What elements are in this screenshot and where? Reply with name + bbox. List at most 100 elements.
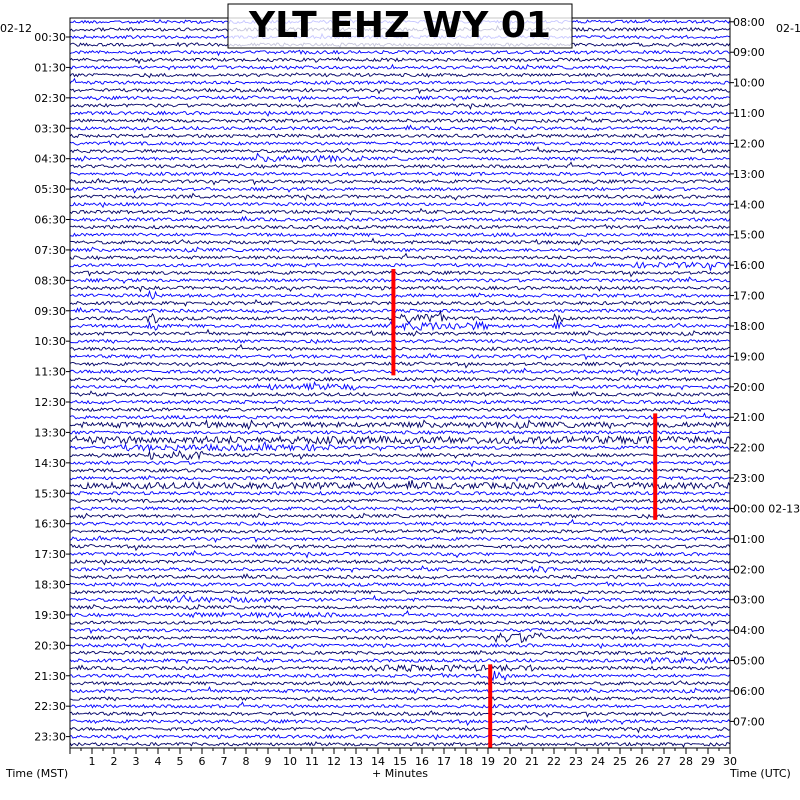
trace-row — [69, 376, 731, 384]
right-time-labels: 08:00 09:00 10:00 11:00 12:00 13:00 14:00 15:00… — [730, 16, 800, 728]
right-time-label: 15:00 — [733, 229, 765, 242]
left-time-label: 00:30 — [34, 31, 66, 44]
trace-row — [69, 695, 731, 702]
trace-row — [69, 56, 731, 65]
trace-row — [69, 594, 731, 604]
trace-row — [69, 543, 731, 552]
left-axis-title: Time (MST) — [5, 767, 68, 780]
trace-row — [69, 289, 731, 300]
trace-row — [69, 710, 731, 718]
trace-row — [69, 549, 731, 559]
title-box — [227, 3, 573, 49]
trace-row — [69, 77, 731, 86]
trace-row — [69, 146, 731, 154]
trace-row — [69, 512, 731, 520]
trace-row — [69, 101, 731, 110]
right-time-label: 11:00 — [733, 107, 765, 120]
trace-row — [69, 215, 731, 223]
trace-row — [69, 434, 731, 446]
left-time-label: 17:30 — [34, 548, 66, 561]
right-time-label: 06:00 — [733, 685, 765, 698]
left-time-label: 13:30 — [34, 426, 66, 439]
trace-row — [69, 252, 731, 261]
trace-row — [69, 110, 731, 117]
trace-row — [69, 86, 731, 95]
trace-row — [69, 632, 731, 644]
trace-row — [69, 192, 731, 202]
x-tick-label: 23 — [569, 755, 583, 768]
left-date-label: 02-12 — [0, 22, 32, 35]
left-time-label: 08:30 — [34, 274, 66, 287]
x-tick-label: 28 — [679, 755, 693, 768]
left-time-label: 21:30 — [34, 670, 66, 683]
left-time-label: 23:30 — [34, 731, 66, 744]
x-tick-label: 12 — [327, 755, 341, 768]
x-tick-label: 19 — [481, 755, 495, 768]
x-tick-label: 25 — [613, 755, 627, 768]
x-tick-label: 24 — [591, 755, 605, 768]
right-time-label: 04:00 — [733, 624, 765, 637]
left-time-label: 02:30 — [34, 92, 66, 105]
x-tick-label: 22 — [547, 755, 561, 768]
right-time-label: 16:00 — [733, 259, 765, 272]
trace-row — [69, 63, 731, 71]
trace-row — [69, 207, 731, 216]
right-time-label: 21:00 — [733, 411, 765, 424]
trace-row — [69, 124, 731, 132]
trace-row — [69, 261, 731, 271]
trace-row — [69, 603, 731, 611]
event-markers — [391, 268, 658, 748]
left-time-label: 14:30 — [34, 457, 66, 470]
trace-row — [69, 618, 731, 627]
x-tick-label: 20 — [503, 755, 517, 768]
x-tick-label: 29 — [701, 755, 715, 768]
trace-row — [69, 558, 731, 566]
right-date-label: 02-1 — [776, 22, 800, 35]
trace-row — [69, 458, 731, 468]
trace-row — [69, 686, 731, 695]
left-time-label: 04:30 — [34, 153, 66, 166]
trace-row — [69, 429, 731, 436]
trace-row — [69, 270, 731, 278]
trace-row — [69, 177, 731, 186]
x-tick-label: 1 — [89, 755, 96, 768]
x-axis-ticks: 1 2 3 4 5 6 7 8 9 10 11 12 13 14 15 16 17 18 19 20 21 22 23 24 2… — [69, 748, 737, 768]
x-tick-label: 17 — [437, 755, 451, 768]
trace-row — [69, 418, 731, 431]
right-time-label: 03:00 — [733, 594, 765, 607]
right-time-label: 20:00 — [733, 381, 765, 394]
trace-row — [69, 285, 731, 293]
trace-row — [69, 449, 731, 461]
right-time-label: 13:00 — [733, 168, 765, 181]
trace-row — [69, 497, 731, 504]
right-time-label: 07:00 — [733, 715, 765, 728]
trace-row — [69, 367, 731, 377]
trace-row — [69, 309, 731, 325]
left-time-label: 10:30 — [34, 335, 66, 348]
chart-title: YLT EHZ WY 01 — [248, 5, 551, 46]
left-time-label: 09:30 — [34, 305, 66, 318]
x-tick-label: 6 — [199, 755, 206, 768]
trace-row — [69, 440, 731, 453]
x-tick-label: 11 — [305, 755, 319, 768]
trace-row — [69, 328, 731, 337]
trace-row — [69, 627, 731, 635]
trace-row — [69, 72, 731, 79]
trace-row — [69, 306, 731, 314]
trace-row — [69, 670, 731, 682]
left-time-label: 03:30 — [34, 122, 66, 135]
x-tick-label: 5 — [177, 755, 184, 768]
trace-row — [69, 390, 731, 397]
right-time-label: 18:00 — [733, 320, 765, 333]
trace-row — [70, 223, 731, 231]
trace-row — [69, 718, 731, 726]
trace-row — [69, 231, 731, 238]
trace-row — [69, 116, 731, 125]
trace-row — [69, 467, 731, 475]
trace-row — [69, 663, 731, 673]
left-time-label: 22:30 — [34, 700, 66, 713]
trace-row — [69, 343, 731, 352]
x-tick-label: 27 — [657, 755, 671, 768]
trace-row — [69, 701, 731, 709]
